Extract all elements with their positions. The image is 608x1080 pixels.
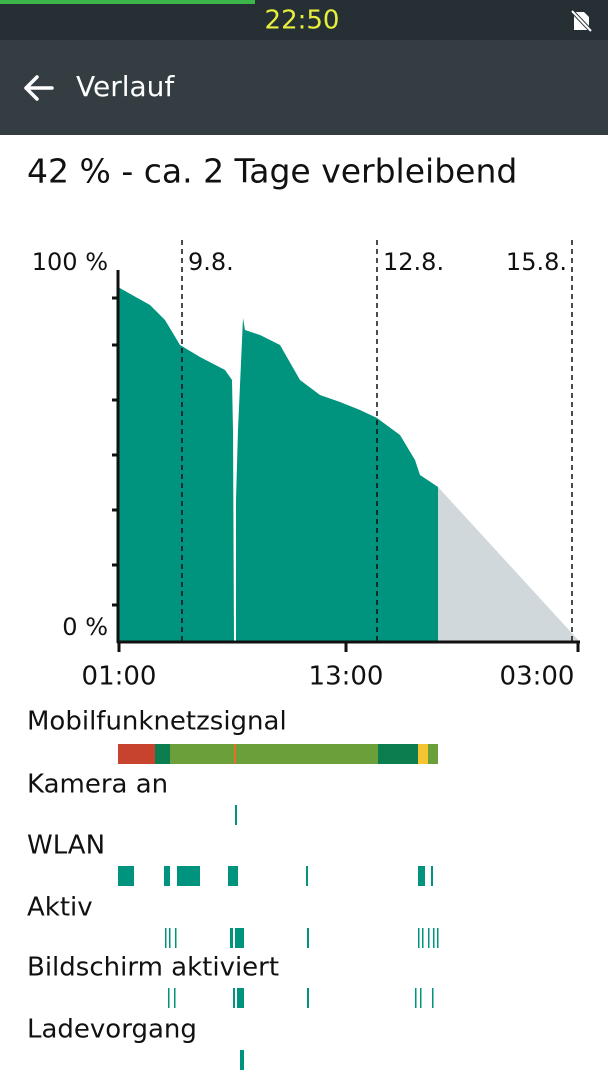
date-label: 15.8. xyxy=(506,248,567,276)
track-label: Kamera an xyxy=(27,770,168,800)
date-label: 12.8. xyxy=(383,248,444,276)
time-label: 01:00 xyxy=(82,662,157,692)
battery-graph: 100 % 0 % 9.8. 12.8. 15.8. 01:00 13:00 0… xyxy=(32,240,580,692)
time-label: 13:00 xyxy=(309,662,384,692)
status-bar xyxy=(0,0,608,40)
wlan-track xyxy=(118,866,433,886)
track-label: Bildschirm aktiviert xyxy=(27,953,279,983)
app-bar xyxy=(0,40,608,135)
track-label: WLAN xyxy=(27,831,105,861)
y-label: 100 % xyxy=(32,248,108,276)
signal-track xyxy=(118,744,438,764)
progress-line xyxy=(0,0,255,4)
date-label: 9.8. xyxy=(188,248,234,276)
summary: 42 % - ca. 2 Tage verbleibend xyxy=(27,152,517,191)
charging-track xyxy=(240,1050,244,1070)
no-sim-icon xyxy=(569,8,594,34)
battery-level xyxy=(236,318,438,642)
time-label: 03:00 xyxy=(500,662,575,692)
battery-projection xyxy=(438,487,580,642)
y-label: 0 % xyxy=(62,613,108,641)
track-label: Ladevorgang xyxy=(27,1015,197,1045)
battery-level xyxy=(118,287,234,642)
active-track xyxy=(165,928,439,948)
screen-track xyxy=(168,988,434,1008)
track-label: Mobilfunknetzsignal xyxy=(27,707,287,737)
status-time: 22:50 xyxy=(265,6,340,36)
back-button[interactable] xyxy=(24,75,54,101)
camera-track xyxy=(235,805,237,825)
track-label: Aktiv xyxy=(27,893,93,923)
app-bar-title: Verlauf xyxy=(76,70,175,103)
